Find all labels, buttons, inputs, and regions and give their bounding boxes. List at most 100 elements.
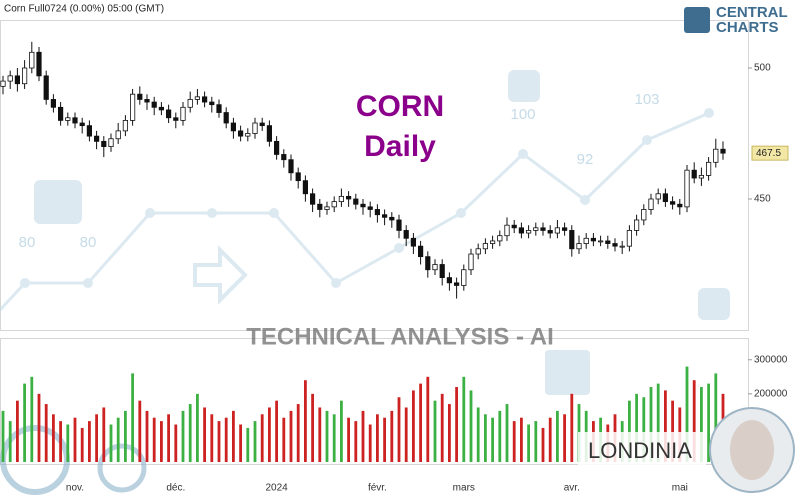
volume-bar [635, 393, 638, 462]
candle-body [468, 253, 474, 271]
candle-body [410, 237, 417, 247]
candle-body [706, 161, 712, 176]
candle-body [0, 80, 6, 87]
volume-bar [354, 421, 358, 462]
watermark-label: 80 [80, 234, 97, 251]
watermark-circle [97, 443, 147, 493]
volume-bar [692, 380, 696, 462]
candle-body [662, 193, 669, 203]
candle-body [158, 106, 164, 111]
candle-body [338, 195, 345, 203]
volume-bar [311, 393, 314, 462]
volume-bar [44, 404, 48, 462]
candle-body [417, 245, 424, 258]
volume-bar [664, 390, 667, 462]
volume-bar [304, 380, 307, 462]
watermark-icon [698, 288, 730, 320]
candle-body [29, 51, 35, 69]
volume-bar [556, 410, 559, 462]
volume-bar [347, 417, 350, 462]
volume-bar [102, 407, 106, 462]
candle-body [360, 203, 366, 208]
volume-bar [73, 417, 77, 462]
watermark-label: 92 [577, 151, 594, 168]
volume-bar [253, 421, 257, 462]
watermark-dots [20, 108, 714, 288]
volume-bar [131, 373, 134, 462]
instrument: Corn Full0724 (0.00%) 05:00 (GMT) [4, 4, 164, 15]
candle-body [237, 130, 244, 137]
candle-body [475, 248, 481, 255]
candle-body [439, 264, 445, 279]
volume-bar [512, 421, 516, 462]
candle-body [634, 219, 640, 231]
candle-body [569, 230, 575, 250]
candle-body [252, 122, 258, 134]
candle-body [281, 154, 287, 161]
plot: 450 500 467.5 nov. déc. 2024 févr. mars avr. mai 2… [0, 41, 789, 494]
volume-bar [332, 414, 336, 462]
watermark-label: 80 [19, 234, 36, 251]
x-tick-label: mai [672, 483, 688, 494]
candle-body [489, 240, 496, 244]
watermark [0, 70, 730, 495]
candle-body [482, 243, 489, 250]
volume-bar [289, 410, 293, 462]
volume-bar [433, 400, 437, 462]
candle-body [374, 209, 381, 216]
candle-body [50, 99, 57, 108]
volume-bar [145, 410, 149, 462]
candle-body [670, 201, 676, 205]
volume-bar [16, 400, 19, 462]
volume-bar [685, 366, 689, 462]
volume-bar [275, 400, 278, 462]
candle-body [547, 230, 553, 234]
candle-body [381, 214, 388, 218]
volume-bar [167, 414, 170, 462]
watermark-arrow [193, 245, 248, 305]
volume-bar [196, 393, 199, 462]
candle-body [230, 122, 236, 132]
watermark-icon [508, 70, 540, 102]
candle-body [245, 133, 251, 137]
y-tick-label: 200000 [754, 388, 788, 399]
volume-bar [714, 373, 718, 462]
candle-body [58, 106, 64, 121]
candle-body [533, 227, 539, 231]
candle-body [626, 230, 633, 247]
volume-bar [30, 376, 34, 462]
logo-icon [684, 7, 710, 33]
volume-bar [484, 414, 487, 462]
candle-body [605, 240, 611, 244]
volume-bar [368, 424, 372, 462]
candle-body [129, 93, 136, 121]
volume-bar [476, 407, 480, 462]
candle-body [562, 227, 568, 231]
candle-body [94, 135, 100, 142]
volume-bar [246, 427, 250, 462]
volume-bar [491, 417, 494, 462]
volume-bar [1, 410, 5, 462]
x-tick-label: déc. [166, 483, 185, 494]
candle-body [367, 206, 373, 210]
candle-body [108, 138, 114, 148]
volume-bar [520, 417, 523, 462]
volume-bar [203, 407, 206, 462]
volume-bar [548, 417, 552, 462]
candle-body [187, 99, 193, 108]
candle-body [180, 106, 186, 121]
candle-body [223, 112, 229, 124]
candle-body [648, 198, 654, 210]
chart-subtitle: Daily [364, 130, 436, 163]
candle-body [345, 195, 352, 200]
volume-bar [138, 400, 142, 462]
volume-bar [440, 393, 444, 462]
candle-body [7, 75, 13, 82]
candle-body [598, 240, 604, 243]
x-tick-label: nov. [66, 483, 84, 494]
volume-bar [671, 400, 674, 462]
x-tick-label: mars [453, 483, 475, 494]
candle-body [698, 175, 705, 179]
volume-bar [23, 383, 26, 462]
